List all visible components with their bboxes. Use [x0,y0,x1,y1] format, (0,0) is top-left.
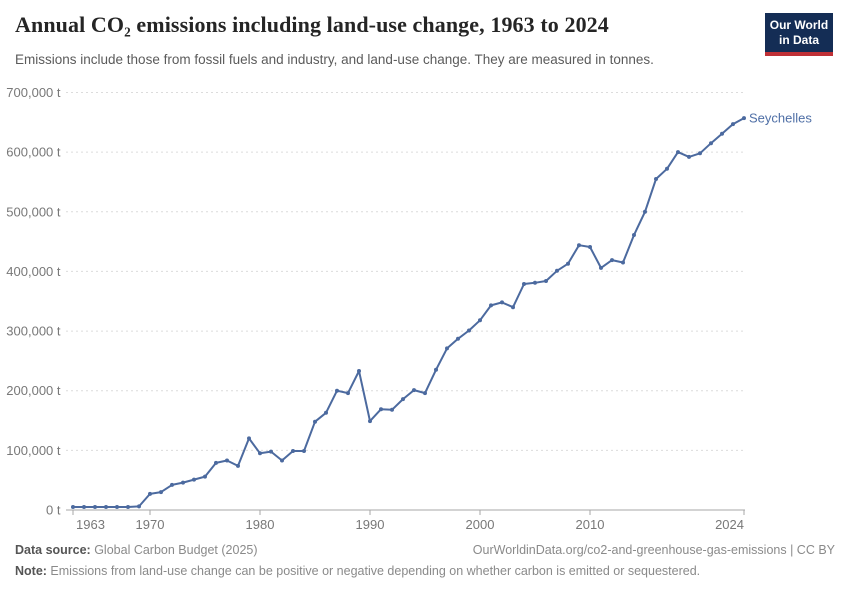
data-point [313,419,317,424]
x-tick-label: 2000 [466,517,495,532]
data-point [720,131,724,136]
data-point [93,505,97,509]
chart-footer: Data source: Global Carbon Budget (2025)… [15,543,835,578]
y-tick-label: 700,000 t [6,85,61,100]
entity-label-seychelles: Seychelles [749,111,812,126]
data-point [588,245,592,249]
x-tick-label: 1963 [76,517,105,532]
data-point [489,303,493,308]
data-source: Data source: Global Carbon Budget (2025) [15,543,258,557]
data-point [566,261,570,266]
series-line-seychelles [72,117,745,508]
y-tick-label: 200,000 t [6,383,61,398]
owid-logo[interactable]: Our World in Data [765,13,833,56]
emissions-line-chart: 0 t 100,000 t 200,000 t 300,000 t 400,000 t 5… [6,85,812,532]
y-tick-label: 400,000 t [6,264,61,279]
data-point [401,397,405,402]
data-point [544,279,548,283]
data-point [302,449,306,453]
data-point [82,505,86,509]
data-point [555,268,559,273]
data-point [368,419,372,424]
chart-subtitle: Emissions include those from fossil fuel… [15,52,654,67]
owid-logo-line2: in Data [778,33,819,47]
data-point [390,407,394,412]
y-tick-label: 500,000 t [6,204,61,219]
x-tick-label: 1980 [246,517,275,532]
data-point [610,258,614,263]
y-tick-label: 600,000 t [6,145,61,160]
data-point [346,391,350,396]
data-point [467,328,471,333]
data-point [170,482,174,487]
data-point [676,150,680,155]
data-point [126,505,130,509]
data-point [280,458,284,463]
x-tick-label: 2024 [715,517,744,532]
data-point [698,151,702,156]
data-point [456,336,460,341]
data-point [709,141,713,146]
data-point [643,209,647,214]
x-tick-label: 2010 [576,517,605,532]
citation-link[interactable]: OurWorldinData.org/co2-and-greenhouse-ga… [472,543,835,557]
owid-logo-line1: Our World [769,18,829,32]
data-source-label: Data source: [15,543,91,557]
data-point [423,391,427,396]
data-point [148,491,152,496]
x-tick-label: 1990 [356,517,385,532]
data-point [324,410,328,415]
data-point [236,463,240,468]
data-point [104,505,108,509]
data-point [577,243,581,248]
data-point [335,388,339,393]
data-point [225,458,229,463]
data-point [654,177,658,181]
footer-note-label: Note: [15,564,47,578]
data-point [731,122,735,127]
data-point [181,480,185,485]
data-point [258,451,262,456]
y-tick-label: 300,000 t [6,324,61,339]
data-point [500,300,504,305]
data-point [621,260,625,265]
data-point [478,318,482,323]
data-point [511,305,515,310]
y-tick-label: 0 t [46,503,61,518]
data-point [687,154,691,159]
data-point [159,490,163,495]
page-title: Annual CO₂ emissions including land-use … [15,12,609,37]
data-point [522,282,526,286]
data-point [434,367,438,372]
data-point [269,449,273,454]
data-point [115,505,119,509]
footer-note: Note: Emissions from land-use change can… [15,564,835,578]
data-point [379,407,383,412]
data-point [247,436,251,441]
data-point [192,477,196,482]
data-point [357,369,361,373]
data-point [742,116,746,121]
footer-note-text: Emissions from land-use change can be po… [46,564,701,578]
y-tick-label: 100,000 t [6,443,61,458]
data-point [71,505,75,509]
data-point [445,346,449,351]
x-tick-label: 1970 [136,517,165,532]
data-point [665,166,669,171]
data-point [291,449,295,453]
data-point [599,265,603,270]
data-point [632,233,636,237]
data-point [203,474,207,479]
data-point [214,460,218,465]
data-point [412,388,416,393]
data-source-value: Global Carbon Budget (2025) [90,543,258,557]
data-point [137,504,141,509]
data-point [533,280,537,285]
